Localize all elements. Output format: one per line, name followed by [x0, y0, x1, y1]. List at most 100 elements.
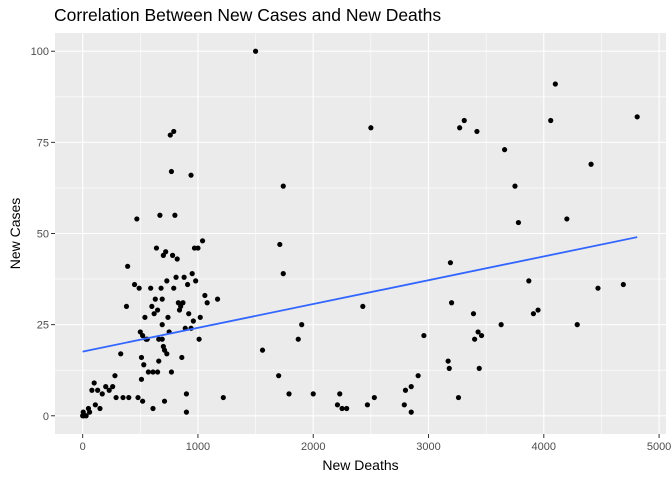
- scatter-point: [171, 285, 177, 291]
- scatter-point: [280, 183, 286, 189]
- scatter-point: [155, 307, 161, 313]
- scatter-point: [169, 252, 176, 258]
- scatter-point: [183, 409, 190, 415]
- scatter-point: [408, 409, 414, 415]
- scatter-point: [180, 300, 186, 306]
- scatter-point: [123, 303, 130, 310]
- scatter-point: [595, 285, 601, 291]
- scatter-point: [252, 48, 259, 54]
- scatter-point: [163, 249, 169, 255]
- scatter-point: [110, 384, 116, 390]
- scatter-point: [193, 278, 199, 284]
- scatter-point: [156, 358, 162, 364]
- scatter-point: [189, 271, 195, 277]
- scatter-point: [515, 219, 522, 226]
- y-tick-label: 0: [43, 411, 49, 423]
- scatter-point: [159, 336, 165, 342]
- scatter-point: [552, 81, 558, 87]
- scatter-point: [118, 351, 124, 357]
- y-axis-title: New Cases: [7, 198, 23, 270]
- scatter-point: [136, 285, 142, 291]
- scatter-point: [202, 292, 208, 299]
- scatter-point: [181, 274, 187, 280]
- scatter-point: [259, 347, 266, 353]
- scatter-point: [112, 373, 118, 379]
- scatter-point: [295, 336, 301, 342]
- scatter-point: [461, 117, 467, 124]
- scatter-point: [97, 405, 103, 412]
- scatter-point: [150, 369, 156, 375]
- scatter-point: [476, 365, 482, 371]
- scatter-point: [120, 394, 126, 401]
- scatter-point: [131, 281, 138, 288]
- scatter-point: [588, 161, 594, 167]
- scatter-point: [204, 300, 210, 306]
- scatter-point: [310, 391, 316, 397]
- scatter-point: [360, 303, 366, 310]
- scatter-point: [140, 398, 146, 404]
- scatter-point: [159, 322, 165, 328]
- scatter-point: [164, 278, 170, 284]
- scatter-point: [196, 336, 202, 342]
- scatter-point: [526, 278, 532, 284]
- scatter-point: [337, 391, 343, 397]
- scatter-point: [89, 387, 95, 393]
- chart-title: Correlation Between New Cases and New De…: [54, 5, 442, 25]
- scatter-point: [498, 322, 504, 328]
- scatter-point: [167, 132, 173, 138]
- scatter-point: [470, 311, 477, 317]
- scatter-point: [141, 362, 147, 368]
- scatter-point: [140, 332, 146, 339]
- scatter-point: [472, 336, 478, 342]
- y-tick-label: 50: [37, 229, 49, 241]
- scatter-point: [172, 212, 178, 218]
- scatter-point: [99, 391, 105, 397]
- scatter-point: [126, 394, 132, 401]
- scatter-point: [184, 281, 191, 288]
- scatter-point: [478, 332, 485, 339]
- scatter-point: [574, 322, 580, 328]
- scatter-point: [91, 380, 97, 386]
- scatter-point: [197, 314, 203, 320]
- data-points: [80, 48, 640, 419]
- scatter-point: [164, 351, 170, 357]
- scatter-point: [344, 405, 350, 412]
- scatter-point: [421, 332, 427, 339]
- scatter-point: [95, 387, 101, 393]
- scatter-point: [368, 125, 374, 131]
- scatter-point: [457, 125, 463, 131]
- scatter-point: [155, 369, 161, 375]
- scatter-point: [448, 300, 455, 306]
- scatter-point: [113, 394, 119, 401]
- scatter-point: [286, 391, 292, 397]
- scatter-point: [188, 172, 194, 178]
- scatter-point: [103, 384, 109, 390]
- scatter-point: [138, 376, 145, 382]
- scatter-point: [401, 402, 407, 408]
- x-axis-ticks: 0 1000 2000 3000 4000 5000: [80, 434, 671, 453]
- x-tick-label: 1000: [186, 441, 210, 453]
- scatter-point: [134, 216, 140, 222]
- x-tick-label: 0: [80, 441, 86, 453]
- scatter-point: [446, 365, 452, 371]
- y-tick-label: 100: [31, 46, 49, 58]
- scatter-point: [280, 271, 286, 277]
- scatter-point: [168, 369, 175, 375]
- scatter-point: [135, 394, 141, 401]
- scatter-point: [186, 311, 192, 317]
- scatter-point: [183, 391, 190, 397]
- trend-line: [82, 236, 638, 353]
- scatter-point: [634, 114, 640, 120]
- scatter-point: [512, 183, 518, 189]
- scatter-point: [106, 387, 112, 393]
- x-tick-label: 3000: [416, 441, 440, 453]
- major-gridlines: [55, 33, 666, 434]
- scatter-point: [86, 409, 93, 415]
- scatter-point: [179, 354, 185, 361]
- scatter-point: [402, 387, 409, 393]
- scatter-point: [276, 373, 282, 379]
- scatter-point: [475, 329, 481, 335]
- scatter-point: [83, 413, 89, 419]
- scatter-point: [371, 394, 377, 401]
